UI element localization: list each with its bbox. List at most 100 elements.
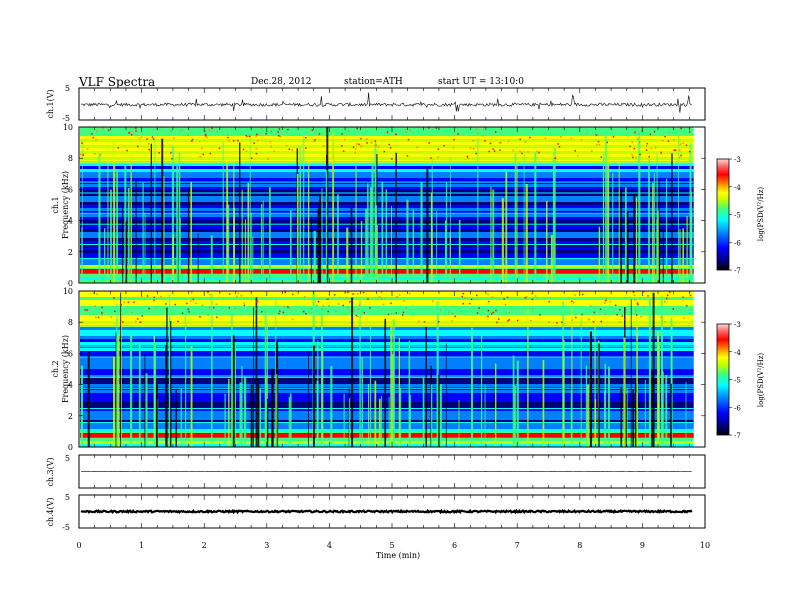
spectrogram-hotspot [234,307,237,309]
spectrogram-hotspot [191,138,194,141]
spectrogram-hotspot [207,314,209,316]
spectrogram-line [80,345,694,347]
spectrogram-hotspot [662,139,664,142]
spectrogram-hotspot [454,315,456,318]
spectrogram-hotspot [86,309,89,311]
spectrogram-spike [490,186,492,283]
spectrogram-spike [259,388,261,447]
spectrogram-spike [351,297,354,447]
spectrogram-hotspot [146,138,148,140]
spectrogram-hotspot [313,140,315,143]
spectrogram-line [80,376,694,378]
xtick-label: 7 [515,541,520,550]
spectrogram-spike [224,393,226,447]
spectrogram-spike [264,310,267,447]
spectrogram-hotspot [135,320,137,322]
spectrogram-hotspot [390,302,392,305]
spectrogram-spike [165,345,167,447]
xtick-label: 5 [389,541,394,550]
spectrogram-hotspot [148,148,150,151]
colorbar-label: log(PSD(V²/Hz) [757,353,765,408]
spectrogram-spike [110,189,112,283]
spectrogram-hotspot [406,155,409,157]
spectrogram-spike [288,397,290,447]
spectrogram-spike [124,165,127,283]
spectrogram-hotspot [349,300,351,303]
spectrogram-hotspot [305,312,307,315]
spectrogram-spike [313,345,315,447]
spectrogram-hotspot [252,306,255,308]
spectrogram-spike [130,153,132,283]
spectrogram-hotspot [689,294,692,297]
spectrogram-hotspot [539,314,541,316]
spectrogram-row [80,357,694,361]
spectrogram-hotspot [302,310,305,313]
colorbar-tick-label: -4 [734,184,741,192]
colorbar-gradient [716,323,730,436]
spectrogram-hotspot [202,153,204,156]
spectrogram-spike [512,355,515,447]
ylabel: Frequency (kHz) [61,335,70,403]
spectrogram-hotspot [117,147,119,149]
spectrogram-hotspot [423,321,426,323]
spectrogram-row [80,327,694,331]
spectrogram-hotspot [269,140,272,143]
spectrogram-hotspot [461,295,463,298]
spectrogram-hotspot [140,295,143,297]
spectrogram-hotspot [126,149,128,152]
spectrogram-hotspot [405,307,407,309]
spectrogram-hotspot [519,138,521,141]
spectrogram-hotspot [521,152,523,155]
spectrogram-hotspot [635,156,637,159]
spectrogram-hotspot [322,145,325,147]
spectrogram-hotspot [237,139,239,142]
spectrogram-spike [381,181,384,283]
spectrogram-hotspot [496,321,498,324]
spectrogram-spike [316,380,319,447]
spectrogram-hotspot [492,148,495,150]
spectrogram-hotspot [226,134,229,136]
spectrogram-hotspot [153,299,155,302]
spectrogram-hotspot [91,133,93,135]
spectrogram-hotspot [635,310,637,312]
spectrogram-spike [438,374,440,447]
spectrogram-hotspot [388,143,390,146]
spectrogram-spike [257,383,260,447]
spectrogram-hotspot [130,134,133,136]
spectrogram-hotspot [261,311,263,313]
spectrogram-hotspot [342,150,345,152]
spectrogram-spike [635,382,637,447]
spectrogram-hotspot [508,319,510,321]
spectrogram-hotspot [595,144,598,146]
spectrogram-spike [406,199,409,283]
spectrogram-hotspot [101,306,103,309]
spectrogram-row [80,178,694,182]
spectrogram-spike [267,320,268,447]
spectrogram-hotspot [407,138,410,141]
spectrogram-spike [178,152,181,283]
spectrogram-spike [648,159,650,283]
spectrogram-spike [175,389,177,447]
spectrogram-hotspot [487,315,489,318]
spectrogram-hotspot [325,298,327,300]
spectrogram-hotspot [356,127,358,130]
spectrogram-spike [644,380,646,447]
spectrogram-hotspot [177,320,179,323]
spectrogram-hotspot [137,318,139,320]
spectrogram-spike [226,161,229,283]
spectrogram-hotspot [282,311,285,314]
spectrogram-spike [412,209,415,283]
spectrogram-spike [276,374,278,447]
spectrogram-hotspot [621,315,623,317]
xtick-label: 9 [640,541,645,550]
spectrogram-hotspot [380,298,383,300]
panel-tick-marks [78,495,706,528]
spectrogram-row [80,151,694,155]
spectrogram-hotspot [95,316,97,318]
figure-title: VLF Spectra [78,75,155,89]
spectrogram-hotspot [599,308,602,310]
spectrogram-hotspot [679,156,681,159]
spectrogram-spike [525,184,528,283]
spectrogram-spike [244,376,247,447]
xtick-label: 8 [577,541,582,550]
